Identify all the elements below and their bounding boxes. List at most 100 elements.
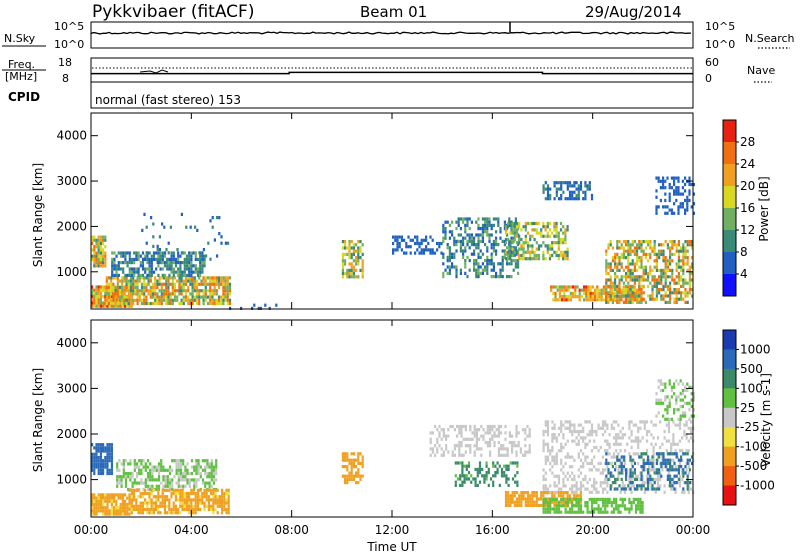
data-cell: [571, 471, 574, 475]
data-cell: [168, 478, 172, 482]
data-cell: [107, 282, 111, 286]
data-cell: [195, 295, 199, 299]
data-cell: [597, 449, 600, 453]
data-cell: [497, 434, 500, 438]
data-cell: [102, 509, 105, 513]
data-cell: [229, 306, 232, 310]
data-cell: [662, 458, 665, 462]
data-cell: [564, 503, 567, 507]
data-cell: [586, 442, 589, 446]
data-cell: [560, 458, 563, 462]
data-cell: [169, 295, 172, 299]
data-cell: [199, 501, 202, 505]
data-cell: [97, 509, 100, 513]
data-cell: [655, 452, 658, 456]
data-cell: [458, 450, 461, 454]
data-cell: [97, 304, 100, 308]
data-cell: [540, 503, 543, 507]
data-cell: [684, 465, 687, 469]
data-cell: [618, 278, 621, 282]
data-cell: [224, 282, 227, 286]
data-cell: [544, 423, 547, 427]
data-cell: [115, 270, 118, 274]
data-cell: [671, 291, 674, 295]
data-cell: [489, 444, 492, 448]
data-cell: [654, 423, 657, 427]
data-cell: [526, 424, 529, 429]
data-cell: [141, 251, 145, 255]
data-cell: [506, 259, 509, 263]
data-cell: [553, 184, 556, 188]
data-cell: [225, 488, 228, 492]
data-cell: [226, 298, 229, 302]
data-cell: [462, 220, 465, 224]
data-cell: [601, 455, 605, 459]
data-cell: [361, 275, 364, 279]
data-cell: [181, 501, 184, 505]
data-cell: [149, 487, 152, 492]
data-cell: [129, 459, 132, 463]
data-cell: [418, 241, 421, 246]
data-cell: [574, 285, 577, 289]
data-cell: [579, 507, 583, 511]
data-cell: [139, 491, 142, 496]
data-cell: [172, 507, 175, 512]
data-cell: [660, 243, 663, 247]
data-cell: [112, 289, 115, 293]
data-cell: [176, 279, 179, 283]
data-cell: [575, 429, 578, 434]
data-cell: [359, 240, 362, 244]
data-cell: [684, 300, 687, 304]
data-cell: [350, 268, 353, 272]
data-cell: [531, 247, 534, 251]
data-cell: [649, 265, 652, 269]
data-cell: [171, 481, 174, 485]
data-cell: [562, 481, 565, 485]
data-cell: [183, 270, 186, 274]
data-cell: [123, 292, 126, 296]
data-cell: [159, 254, 162, 258]
data-cell: [675, 246, 678, 250]
data-cell: [662, 275, 665, 279]
data-cell: [557, 510, 561, 514]
data-cell: [633, 461, 636, 465]
data-cell: [199, 495, 202, 499]
data-cell: [609, 262, 612, 266]
data-cell: [650, 468, 653, 472]
data-cell: [677, 179, 680, 183]
data-cell: [407, 235, 410, 239]
data-cell: [116, 301, 119, 306]
data-cell: [95, 261, 98, 265]
data-cell: [95, 291, 98, 295]
data-cell: [690, 404, 693, 409]
data-cell: [651, 278, 654, 282]
data-cell: [154, 279, 157, 283]
data-cell: [115, 264, 118, 268]
data-cell: [549, 504, 552, 508]
data-cell: [121, 493, 124, 497]
data-cell: [350, 458, 353, 462]
data-cell: [529, 503, 532, 507]
data-cell: [662, 401, 665, 405]
data-cell: [163, 261, 167, 265]
data-cell: [685, 423, 688, 427]
data-cell: [442, 252, 445, 256]
data-cell: [129, 478, 132, 482]
data-cell: [169, 298, 172, 302]
data-cell: [138, 465, 141, 469]
data-cell: [135, 475, 139, 479]
data-cell: [685, 420, 688, 424]
data-cell: [562, 433, 565, 437]
data-cell: [451, 424, 454, 429]
data-cell: [346, 272, 349, 276]
data-cell: [625, 249, 628, 253]
data-cell: [514, 480, 517, 484]
data-cell: [497, 424, 500, 429]
data-cell: [99, 301, 102, 305]
data-cell: [121, 304, 124, 308]
data-cell: [628, 497, 631, 501]
data-cell: [171, 282, 174, 286]
data-cell: [104, 462, 107, 466]
data-cell: [616, 297, 619, 301]
